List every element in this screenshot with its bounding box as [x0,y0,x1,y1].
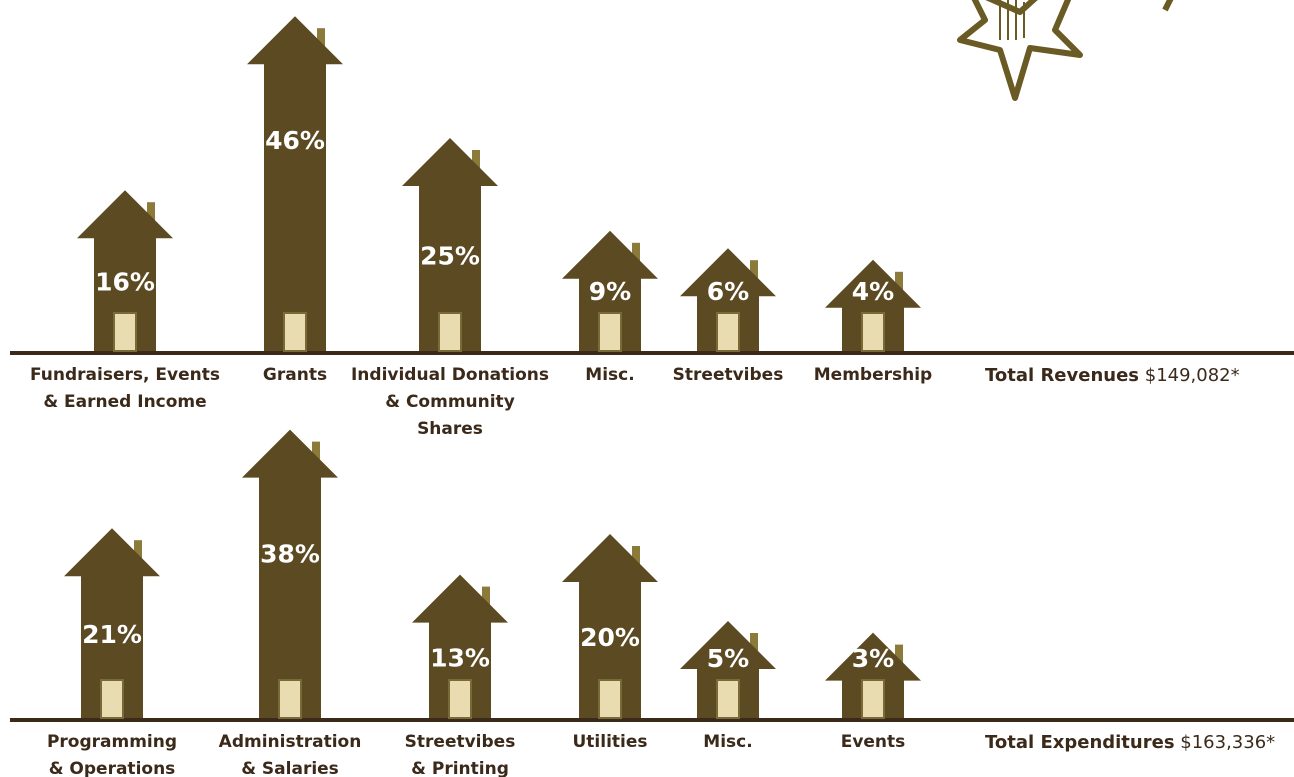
category-label: Grants [262,365,328,385]
category-label: Misc. [703,732,753,752]
category-label: Streetvibes [672,365,784,385]
category-label: Membership [813,365,933,385]
door [283,312,307,352]
house: 16% [77,190,173,352]
bar [64,528,160,718]
total: Total Expenditures $163,336* [985,732,1275,753]
house: 21% [64,528,160,719]
category-label: Fundraisers, Events & Earned Income [30,365,220,412]
category-label: Events [840,732,906,752]
bar [562,534,658,718]
bar [412,574,508,718]
value-label: 9% [589,277,631,306]
house: 38% [242,429,338,719]
bar [825,259,921,351]
total-label: Total Revenues [985,365,1140,386]
value-label: 16% [95,268,155,297]
baseline [10,351,1294,355]
bar [402,138,498,351]
value-label: 6% [707,277,749,306]
door [113,312,137,352]
door [278,679,302,719]
total-label: Total Expenditures [985,732,1175,753]
door [598,312,622,352]
door [438,312,462,352]
bar [77,190,173,351]
value-label: 4% [852,277,894,306]
house: 3% [825,632,921,719]
category-label: Streetvibes & Printing [404,732,516,777]
door [716,679,740,719]
house: 4% [825,259,921,352]
value-label: 25% [420,242,480,271]
door [861,679,885,719]
value-label: 5% [707,644,749,673]
value-label: 3% [852,644,894,673]
bar [562,230,658,351]
door [716,312,740,352]
house: 46% [247,16,343,352]
total-value: $149,082* [1144,365,1240,386]
value-label: 20% [580,623,640,652]
total-value: $163,336* [1180,732,1276,753]
house: 25% [402,138,498,352]
door [598,679,622,719]
bar [680,248,776,351]
house: 9% [562,230,658,352]
house: 20% [562,534,658,719]
house: 13% [412,574,508,719]
total: Total Revenues $149,082* [985,365,1240,386]
bar [247,16,343,351]
value-label: 38% [260,540,320,569]
bar [825,632,921,718]
value-label: 46% [265,126,325,155]
star-decoration [957,0,1174,101]
house: 6% [680,248,776,352]
door [448,679,472,719]
category-label: Misc. [585,365,635,385]
category-label: Programming & Operations [46,732,178,777]
value-label: 13% [430,643,490,672]
value-label: 21% [82,620,142,649]
bar [242,429,338,718]
house: 5% [680,621,776,719]
category-label: Individual Donations & Community Shares [350,365,550,439]
bar [680,621,776,718]
baseline [10,718,1294,722]
category-label: Utilities [572,732,648,752]
door [100,679,124,719]
door [861,312,885,352]
category-label: Administration & Salaries [218,732,362,777]
